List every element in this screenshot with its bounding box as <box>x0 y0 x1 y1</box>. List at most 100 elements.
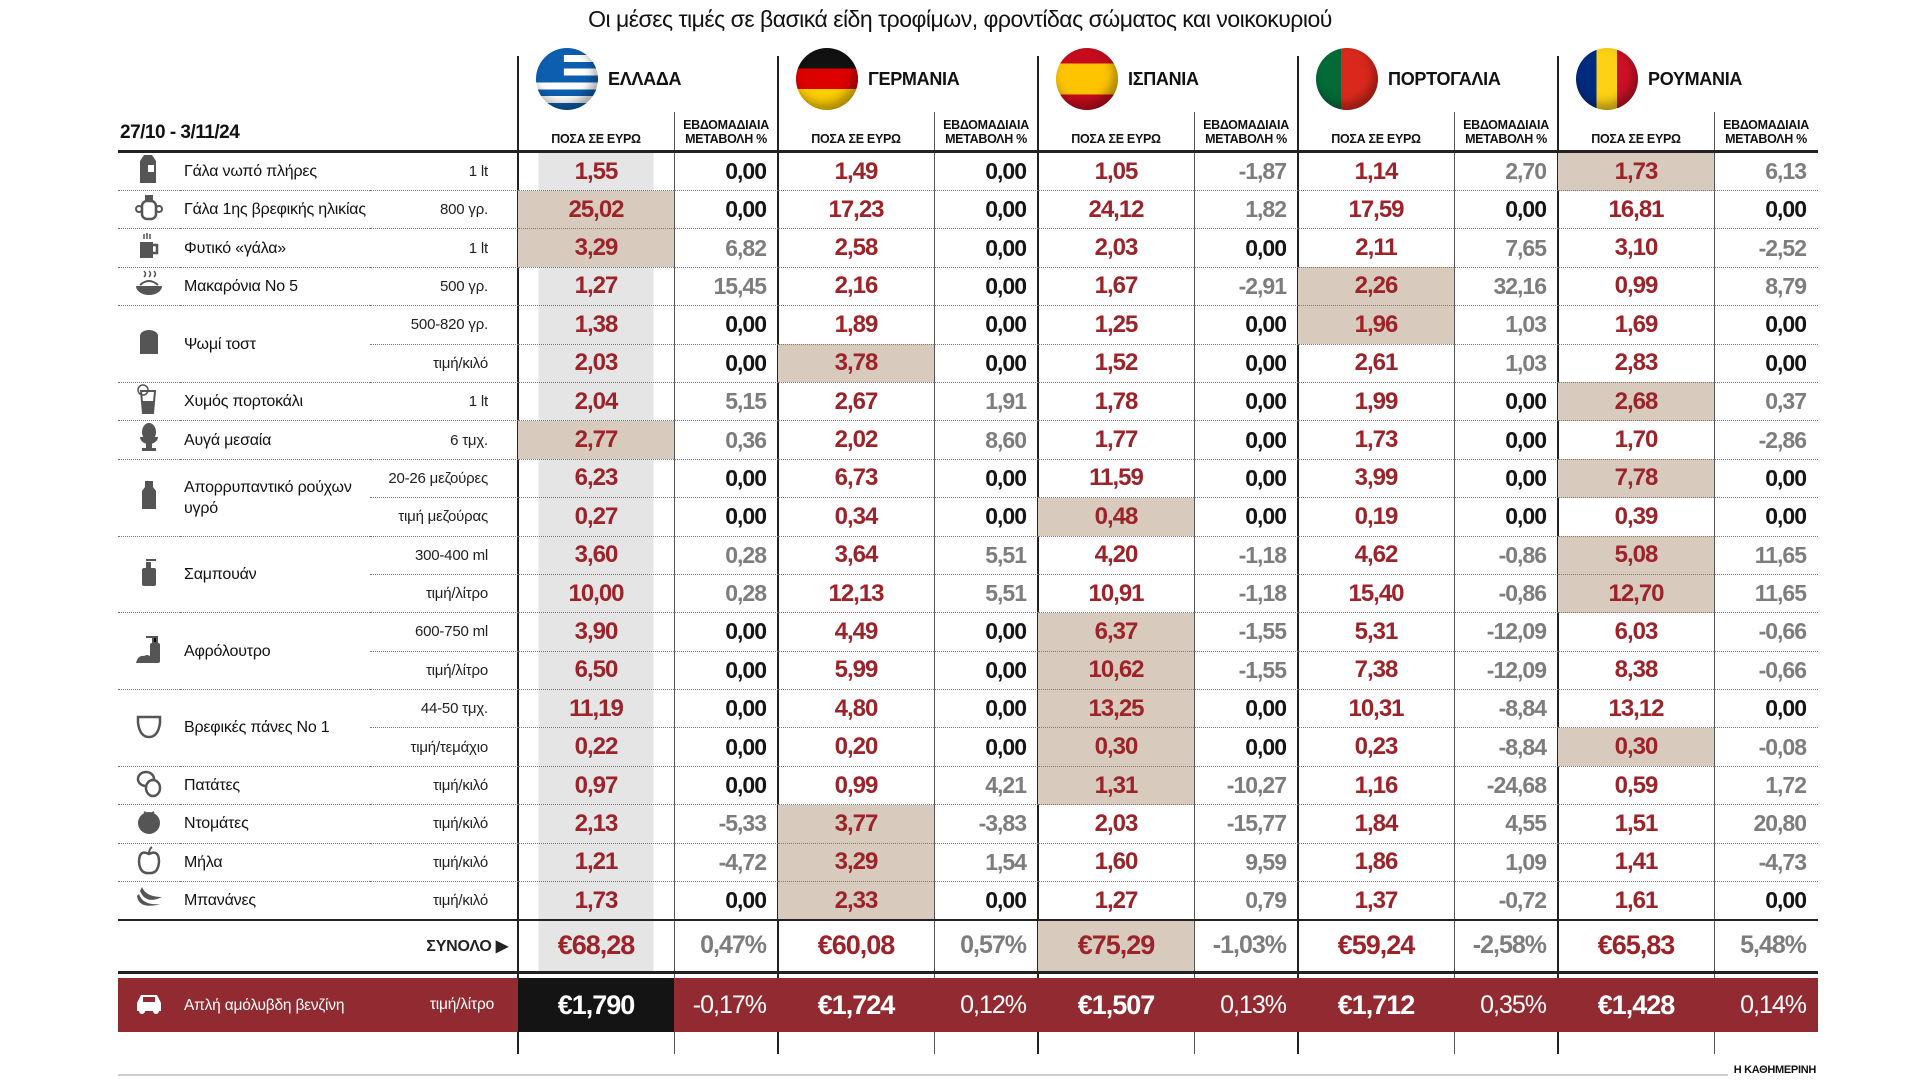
price-cell: 1,41 <box>1558 843 1714 883</box>
fuel-change-cell: 0,12% <box>934 978 1038 1033</box>
price-cell: 4,80 <box>778 689 934 729</box>
change-cell: 0,00 <box>674 689 778 729</box>
portugal-flag-icon <box>1316 48 1378 110</box>
table-row: Αφρόλουτρο 600-750 ml 3,90 0,00 4,49 0,00 6,37… <box>118 612 1818 691</box>
fuel-price-cell: €1,428 <box>1558 978 1714 1033</box>
product-icon-cell <box>118 267 180 307</box>
unit-label: τιμή/κιλό <box>370 344 518 383</box>
change-cell: 2,70 <box>1454 151 1558 191</box>
price-cell: 3,78 <box>778 344 934 383</box>
change-cell: 0,00 <box>934 267 1038 307</box>
price-cell: 1,61 <box>1558 881 1714 921</box>
price-cell: 1,52 <box>1038 344 1194 383</box>
chart-title: Οι μέσες τιμές σε βασικά είδη τροφίμων, … <box>588 6 1332 32</box>
change-cell: 0,00 <box>1194 228 1298 268</box>
price-cell: 1,73 <box>1558 151 1714 191</box>
change-cell: -4,73 <box>1714 843 1818 883</box>
table-row: Γάλα 1ης βρεφικής ηλικίας 800 γρ. 25,02 0,0… <box>118 190 1818 230</box>
unit-label: τιμή/κιλό <box>370 766 518 806</box>
fuel-price-cell: €1,790 <box>518 978 674 1033</box>
price-cell: 2,61 <box>1298 344 1454 383</box>
price-cell: 13,12 <box>1558 689 1714 729</box>
unit-label: τιμή/λίτρο <box>370 651 518 691</box>
change-cell: 4,21 <box>934 766 1038 806</box>
footer-divider <box>118 1074 1728 1076</box>
price-table: Γάλα νωπό πλήρες 1 lt 1,55 0,00 1,49 0,00 1,05… <box>118 150 1818 1033</box>
price-cell: 3,77 <box>778 804 934 844</box>
price-cell: 10,62 <box>1038 651 1194 691</box>
change-cell: 0,00 <box>674 151 778 191</box>
change-cell: 0,00 <box>934 689 1038 729</box>
product-name: Μήλα <box>180 843 370 883</box>
price-cell: 1,84 <box>1298 804 1454 844</box>
table-row: Μακαρόνια Νο 5 500 γρ. 1,27 15,45 2,16 0,00 1,… <box>118 267 1818 307</box>
change-cell: -0,66 <box>1714 612 1818 652</box>
price-cell: 0,19 <box>1298 497 1454 537</box>
change-cell: 0,00 <box>1714 305 1818 345</box>
country-header: ΙΣΠΑΝΙΑ <box>1038 48 1199 110</box>
table-row: Φυτικό «γάλα» 1 lt 3,29 6,82 2,58 0,00 2,03 0,0… <box>118 228 1818 268</box>
price-cell: 12,13 <box>778 574 934 614</box>
change-cell: 0,36 <box>674 420 778 460</box>
price-column-header: ΠΟΣΑ ΣΕ ΕΥΡΩ <box>1331 132 1421 146</box>
price-cell: 1,67 <box>1038 267 1194 307</box>
product-icon-cell <box>118 459 180 537</box>
price-cell: 5,99 <box>778 651 934 691</box>
total-change-cell: 0,57% <box>934 919 1038 974</box>
fuel-change-cell: 0,13% <box>1194 978 1298 1033</box>
date-range: 27/10 - 3/11/24 <box>120 122 240 143</box>
change-cell: -1,87 <box>1194 151 1298 191</box>
price-cell: 2,04 <box>518 382 674 422</box>
table-row: Πατάτες τιμή/κιλό 0,97 0,00 0,99 4,21 1,31 -10,… <box>118 766 1818 806</box>
price-cell: 10,00 <box>518 574 674 614</box>
price-cell: 0,30 <box>1558 727 1714 767</box>
price-cell: 1,70 <box>1558 420 1714 460</box>
change-cell: -2,86 <box>1714 420 1818 460</box>
price-cell: 17,23 <box>778 190 934 230</box>
romania-flag-icon <box>1576 48 1638 110</box>
change-cell: 0,00 <box>1194 420 1298 460</box>
product-icon-cell <box>118 190 180 230</box>
price-cell: 13,25 <box>1038 689 1194 729</box>
total-change-cell: -2,58% <box>1454 919 1558 974</box>
price-cell: 0,30 <box>1038 727 1194 767</box>
price-cell: 1,89 <box>778 305 934 345</box>
price-cell: 6,23 <box>518 459 674 499</box>
shower-gel-icon <box>136 635 160 663</box>
change-cell: -2,91 <box>1194 267 1298 307</box>
change-cell: 8,60 <box>934 420 1038 460</box>
change-cell: 0,00 <box>1194 727 1298 767</box>
product-icon-cell <box>118 612 180 691</box>
product-icon-cell <box>118 843 180 883</box>
total-row: ΣΥΝΟΛΟ ▶ €68,28 0,47% €60,08 0,57% €75,29 -1,0… <box>118 919 1818 974</box>
change-cell: 6,13 <box>1714 151 1818 191</box>
price-cell: 1,73 <box>1298 420 1454 460</box>
price-cell: 0,97 <box>518 766 674 806</box>
unit-label: 1 lt <box>370 151 518 191</box>
total-label: ΣΥΝΟΛΟ <box>426 937 492 955</box>
change-cell: -1,18 <box>1194 574 1298 614</box>
change-cell: 0,00 <box>1454 497 1558 537</box>
price-cell: 1,16 <box>1298 766 1454 806</box>
change-cell: -0,86 <box>1454 574 1558 614</box>
price-cell: 12,70 <box>1558 574 1714 614</box>
product-name: Πατάτες <box>180 766 370 806</box>
price-cell: 4,20 <box>1038 536 1194 575</box>
change-cell: 0,00 <box>934 459 1038 499</box>
product-name: Γάλα νωπό πλήρες <box>180 151 370 191</box>
product-name: Σαμπουάν <box>180 536 370 614</box>
price-cell: 1,78 <box>1038 382 1194 422</box>
change-cell: 20,80 <box>1714 804 1818 844</box>
change-cell: 1,82 <box>1194 190 1298 230</box>
unit-label: τιμή/κιλό <box>370 881 518 921</box>
price-column-header: ΠΟΣΑ ΣΕ ΕΥΡΩ <box>1591 132 1681 146</box>
price-cell: 2,58 <box>778 228 934 268</box>
change-cell: 0,00 <box>674 190 778 230</box>
change-cell: 0,00 <box>1194 497 1298 537</box>
change-cell: -8,84 <box>1454 689 1558 729</box>
spain-flag-icon <box>1056 48 1118 110</box>
price-cell: 2,03 <box>1038 228 1194 268</box>
product-icon-cell <box>118 881 180 921</box>
price-cell: 6,73 <box>778 459 934 499</box>
change-cell: -2,52 <box>1714 228 1818 268</box>
